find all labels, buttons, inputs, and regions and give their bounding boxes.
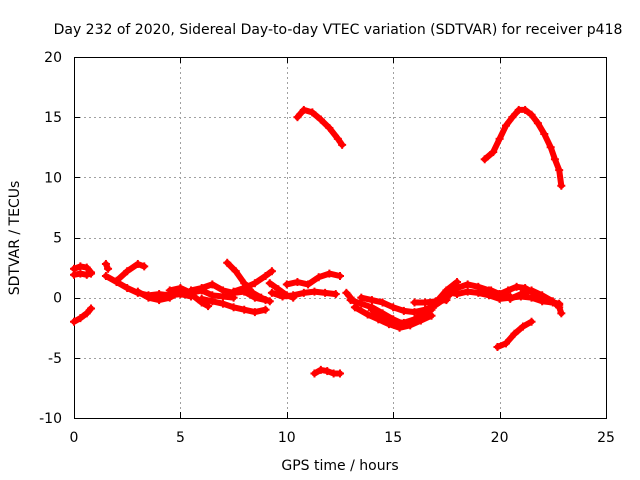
y-tick-label: 0 (53, 291, 62, 307)
x-tick-label: 20 (491, 430, 509, 446)
series-arc-23 (410, 296, 451, 307)
series-arc-16 (293, 105, 347, 149)
y-tick-label: -5 (48, 351, 62, 367)
x-axis-title: GPS time / hours (281, 458, 398, 474)
x-tick-label: 25 (597, 430, 615, 446)
series-arc-03 (70, 304, 96, 326)
series-arc-20 (350, 303, 436, 332)
series-arc-12 (229, 267, 276, 296)
y-tick-label: 15 (44, 110, 62, 126)
series-arc-27 (506, 286, 566, 318)
grid-layer (74, 57, 606, 418)
x-tick-label: 0 (70, 430, 79, 446)
y-tick-labels: -10 -5 0 5 10 15 20 (39, 50, 62, 427)
series-arc-06 (112, 259, 149, 285)
series-line (411, 297, 450, 306)
series-arc-11 (223, 258, 274, 306)
series-arc-02 (70, 269, 96, 279)
series-arc-14 (267, 287, 340, 301)
series-layer (70, 105, 566, 378)
y-tick-label: 5 (53, 231, 62, 247)
series-line (113, 261, 148, 284)
y-axis-title: SDTVAR / TECUs (7, 181, 23, 296)
x-tick-label: 10 (278, 430, 296, 446)
series-line (71, 305, 94, 325)
y-tick-label: 10 (44, 170, 62, 186)
series-arc-17 (310, 365, 344, 378)
series-arc-10 (197, 294, 270, 317)
series-arc-28 (493, 317, 536, 352)
tick-layer (74, 57, 607, 419)
series-arc-04 (101, 259, 113, 273)
x-tick-label: 15 (384, 430, 402, 446)
y-tick-label: 20 (44, 50, 62, 66)
y-tick-label: -10 (39, 411, 62, 427)
series-arc-25 (480, 105, 566, 190)
chart-title: Day 232 of 2020, Sidereal Day-to-day VTE… (54, 22, 623, 38)
x-tick-labels: 0 5 10 15 20 25 (70, 430, 615, 446)
x-tick-label: 5 (176, 430, 185, 446)
series-arc-15 (282, 269, 344, 289)
